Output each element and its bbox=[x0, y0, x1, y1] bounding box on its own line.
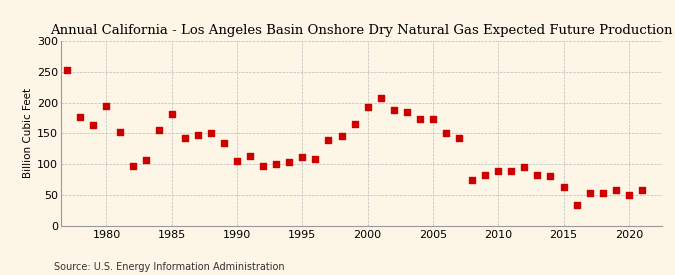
Point bbox=[493, 169, 504, 174]
Point bbox=[258, 164, 269, 168]
Point bbox=[140, 158, 151, 162]
Point bbox=[441, 131, 452, 136]
Point bbox=[349, 122, 360, 126]
Text: Source: U.S. Energy Information Administration: Source: U.S. Energy Information Administ… bbox=[54, 262, 285, 272]
Point bbox=[166, 112, 177, 117]
Title: Annual California - Los Angeles Basin Onshore Dry Natural Gas Expected Future Pr: Annual California - Los Angeles Basin On… bbox=[50, 24, 672, 37]
Point bbox=[597, 191, 608, 195]
Point bbox=[88, 123, 99, 128]
Point bbox=[610, 188, 621, 193]
Point bbox=[532, 172, 543, 177]
Point bbox=[297, 155, 308, 160]
Point bbox=[571, 202, 582, 207]
Point bbox=[362, 105, 373, 109]
Point bbox=[585, 191, 595, 195]
Point bbox=[62, 68, 73, 72]
Point bbox=[375, 96, 386, 101]
Point bbox=[480, 172, 491, 177]
Point bbox=[245, 154, 256, 158]
Point bbox=[637, 188, 647, 193]
Point bbox=[323, 137, 334, 142]
Point bbox=[506, 169, 517, 173]
Point bbox=[219, 140, 230, 145]
Point bbox=[232, 159, 242, 163]
Point bbox=[101, 104, 112, 109]
Point bbox=[127, 164, 138, 168]
Point bbox=[558, 185, 569, 190]
Point bbox=[271, 162, 281, 166]
Point bbox=[427, 117, 438, 122]
Point bbox=[545, 174, 556, 178]
Point bbox=[466, 178, 477, 182]
Point bbox=[402, 110, 412, 114]
Y-axis label: Billion Cubic Feet: Billion Cubic Feet bbox=[23, 88, 32, 178]
Point bbox=[519, 165, 530, 169]
Point bbox=[388, 108, 399, 112]
Point bbox=[205, 131, 216, 136]
Point bbox=[414, 117, 425, 122]
Point bbox=[114, 129, 125, 134]
Point bbox=[624, 192, 634, 197]
Point bbox=[180, 136, 190, 140]
Point bbox=[310, 156, 321, 161]
Point bbox=[192, 133, 203, 138]
Point bbox=[75, 115, 86, 120]
Point bbox=[336, 134, 347, 139]
Point bbox=[153, 128, 164, 132]
Point bbox=[284, 160, 295, 164]
Point bbox=[454, 136, 464, 140]
